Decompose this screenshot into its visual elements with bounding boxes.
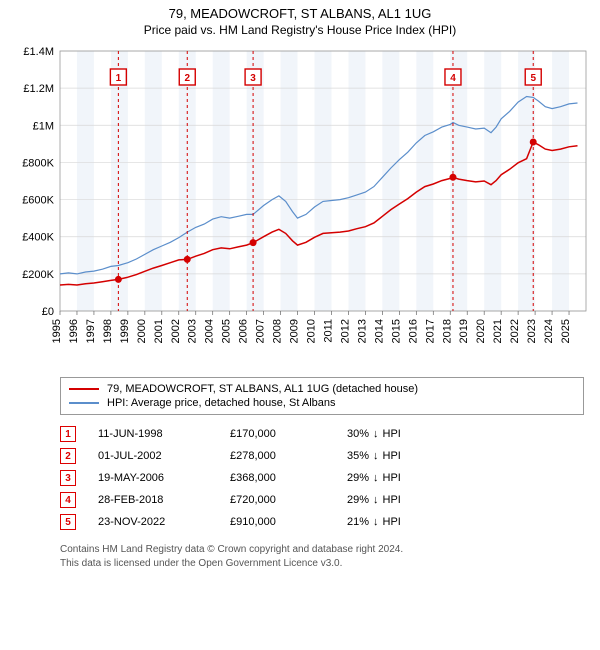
sale-date: 01-JUL-2002 bbox=[98, 450, 208, 462]
arrow-down-icon: ↓ bbox=[373, 494, 379, 506]
sale-marker-badge: 3 bbox=[60, 470, 76, 486]
svg-text:2005: 2005 bbox=[221, 319, 233, 343]
sale-date: 19-MAY-2006 bbox=[98, 472, 208, 484]
sale-marker-badge: 1 bbox=[60, 426, 76, 442]
svg-text:5: 5 bbox=[530, 73, 536, 84]
arrow-down-icon: ↓ bbox=[373, 516, 379, 528]
svg-text:2011: 2011 bbox=[322, 319, 334, 343]
svg-text:2003: 2003 bbox=[187, 319, 199, 343]
svg-text:3: 3 bbox=[250, 73, 256, 84]
legend-label: 79, MEADOWCROFT, ST ALBANS, AL1 1UG (det… bbox=[107, 383, 418, 395]
sale-date: 23-NOV-2022 bbox=[98, 516, 208, 528]
sale-diff-label: HPI bbox=[383, 428, 401, 440]
svg-text:£200K: £200K bbox=[22, 269, 54, 281]
sale-diff: 29% ↓ HPI bbox=[347, 494, 401, 506]
legend-swatch bbox=[69, 388, 99, 390]
table-row: 5 23-NOV-2022 £910,000 21% ↓ HPI bbox=[60, 511, 584, 533]
svg-text:2024: 2024 bbox=[543, 319, 555, 343]
legend-item: HPI: Average price, detached house, St A… bbox=[69, 396, 575, 410]
svg-text:2009: 2009 bbox=[289, 319, 301, 343]
svg-text:2018: 2018 bbox=[441, 319, 453, 343]
svg-text:2020: 2020 bbox=[475, 319, 487, 343]
svg-text:2023: 2023 bbox=[526, 319, 538, 343]
svg-text:2002: 2002 bbox=[170, 319, 182, 343]
svg-text:1995: 1995 bbox=[51, 319, 63, 343]
sale-diff: 29% ↓ HPI bbox=[347, 472, 401, 484]
svg-text:£400K: £400K bbox=[22, 232, 54, 244]
sale-price: £170,000 bbox=[230, 428, 325, 440]
sale-diff: 30% ↓ HPI bbox=[347, 428, 401, 440]
svg-text:1997: 1997 bbox=[85, 319, 97, 343]
sale-marker-badge: 2 bbox=[60, 448, 76, 464]
sale-diff-pct: 35% bbox=[347, 450, 369, 462]
footer-line: This data is licensed under the Open Gov… bbox=[60, 557, 584, 571]
sale-diff-pct: 29% bbox=[347, 494, 369, 506]
page-title: 79, MEADOWCROFT, ST ALBANS, AL1 1UG bbox=[0, 0, 600, 21]
table-row: 3 19-MAY-2006 £368,000 29% ↓ HPI bbox=[60, 467, 584, 489]
sale-diff-label: HPI bbox=[383, 472, 401, 484]
legend-label: HPI: Average price, detached house, St A… bbox=[107, 397, 336, 409]
svg-text:2017: 2017 bbox=[424, 319, 436, 343]
svg-text:£1M: £1M bbox=[33, 120, 54, 132]
sale-date: 11-JUN-1998 bbox=[98, 428, 208, 440]
sale-diff-label: HPI bbox=[383, 516, 401, 528]
svg-text:2001: 2001 bbox=[153, 319, 165, 343]
footer-attribution: Contains HM Land Registry data © Crown c… bbox=[60, 543, 584, 570]
svg-text:2025: 2025 bbox=[560, 319, 572, 343]
svg-text:2007: 2007 bbox=[255, 319, 267, 343]
sale-price: £368,000 bbox=[230, 472, 325, 484]
svg-text:£1.2M: £1.2M bbox=[23, 83, 54, 95]
svg-text:2006: 2006 bbox=[238, 319, 250, 343]
svg-text:2014: 2014 bbox=[373, 319, 385, 343]
footer-line: Contains HM Land Registry data © Crown c… bbox=[60, 543, 584, 557]
svg-text:2022: 2022 bbox=[509, 319, 521, 343]
sales-table: 1 11-JUN-1998 £170,000 30% ↓ HPI 2 01-JUL-200… bbox=[60, 423, 584, 533]
svg-text:2013: 2013 bbox=[356, 319, 368, 343]
svg-text:£1.4M: £1.4M bbox=[23, 46, 54, 58]
svg-text:2016: 2016 bbox=[407, 319, 419, 343]
legend: 79, MEADOWCROFT, ST ALBANS, AL1 1UG (det… bbox=[60, 377, 584, 415]
sale-diff-pct: 30% bbox=[347, 428, 369, 440]
sale-diff-label: HPI bbox=[383, 494, 401, 506]
arrow-down-icon: ↓ bbox=[373, 450, 379, 462]
svg-text:£0: £0 bbox=[42, 306, 54, 318]
arrow-down-icon: ↓ bbox=[373, 472, 379, 484]
price-chart: £0 £200K £400K £600K £800K £1M £1.2M £1.4M 1995 1… bbox=[0, 41, 600, 371]
page-subtitle: Price paid vs. HM Land Registry's House … bbox=[0, 21, 600, 41]
svg-text:2021: 2021 bbox=[492, 319, 504, 343]
sale-diff-pct: 29% bbox=[347, 472, 369, 484]
svg-text:2: 2 bbox=[184, 73, 190, 84]
sale-date: 28-FEB-2018 bbox=[98, 494, 208, 506]
svg-text:1999: 1999 bbox=[119, 319, 131, 343]
svg-text:2015: 2015 bbox=[390, 319, 402, 343]
arrow-down-icon: ↓ bbox=[373, 428, 379, 440]
svg-text:2004: 2004 bbox=[204, 319, 216, 343]
sale-price: £278,000 bbox=[230, 450, 325, 462]
sale-marker-badge: 4 bbox=[60, 492, 76, 508]
svg-text:2000: 2000 bbox=[136, 319, 148, 343]
sale-diff: 35% ↓ HPI bbox=[347, 450, 401, 462]
legend-swatch bbox=[69, 402, 99, 404]
sale-price: £720,000 bbox=[230, 494, 325, 506]
sale-price: £910,000 bbox=[230, 516, 325, 528]
svg-text:2010: 2010 bbox=[306, 319, 318, 343]
svg-text:2012: 2012 bbox=[339, 319, 351, 343]
svg-text:2019: 2019 bbox=[458, 319, 470, 343]
sale-diff-label: HPI bbox=[383, 450, 401, 462]
svg-text:1998: 1998 bbox=[102, 319, 114, 343]
svg-text:£800K: £800K bbox=[22, 157, 54, 169]
sale-diff: 21% ↓ HPI bbox=[347, 516, 401, 528]
svg-text:2008: 2008 bbox=[272, 319, 284, 343]
svg-text:4: 4 bbox=[450, 73, 456, 84]
svg-text:1: 1 bbox=[116, 73, 122, 84]
legend-item: 79, MEADOWCROFT, ST ALBANS, AL1 1UG (det… bbox=[69, 382, 575, 396]
sale-diff-pct: 21% bbox=[347, 516, 369, 528]
table-row: 4 28-FEB-2018 £720,000 29% ↓ HPI bbox=[60, 489, 584, 511]
svg-text:1996: 1996 bbox=[68, 319, 80, 343]
svg-text:£600K: £600K bbox=[22, 195, 54, 207]
table-row: 2 01-JUL-2002 £278,000 35% ↓ HPI bbox=[60, 445, 584, 467]
sale-marker-badge: 5 bbox=[60, 514, 76, 530]
table-row: 1 11-JUN-1998 £170,000 30% ↓ HPI bbox=[60, 423, 584, 445]
